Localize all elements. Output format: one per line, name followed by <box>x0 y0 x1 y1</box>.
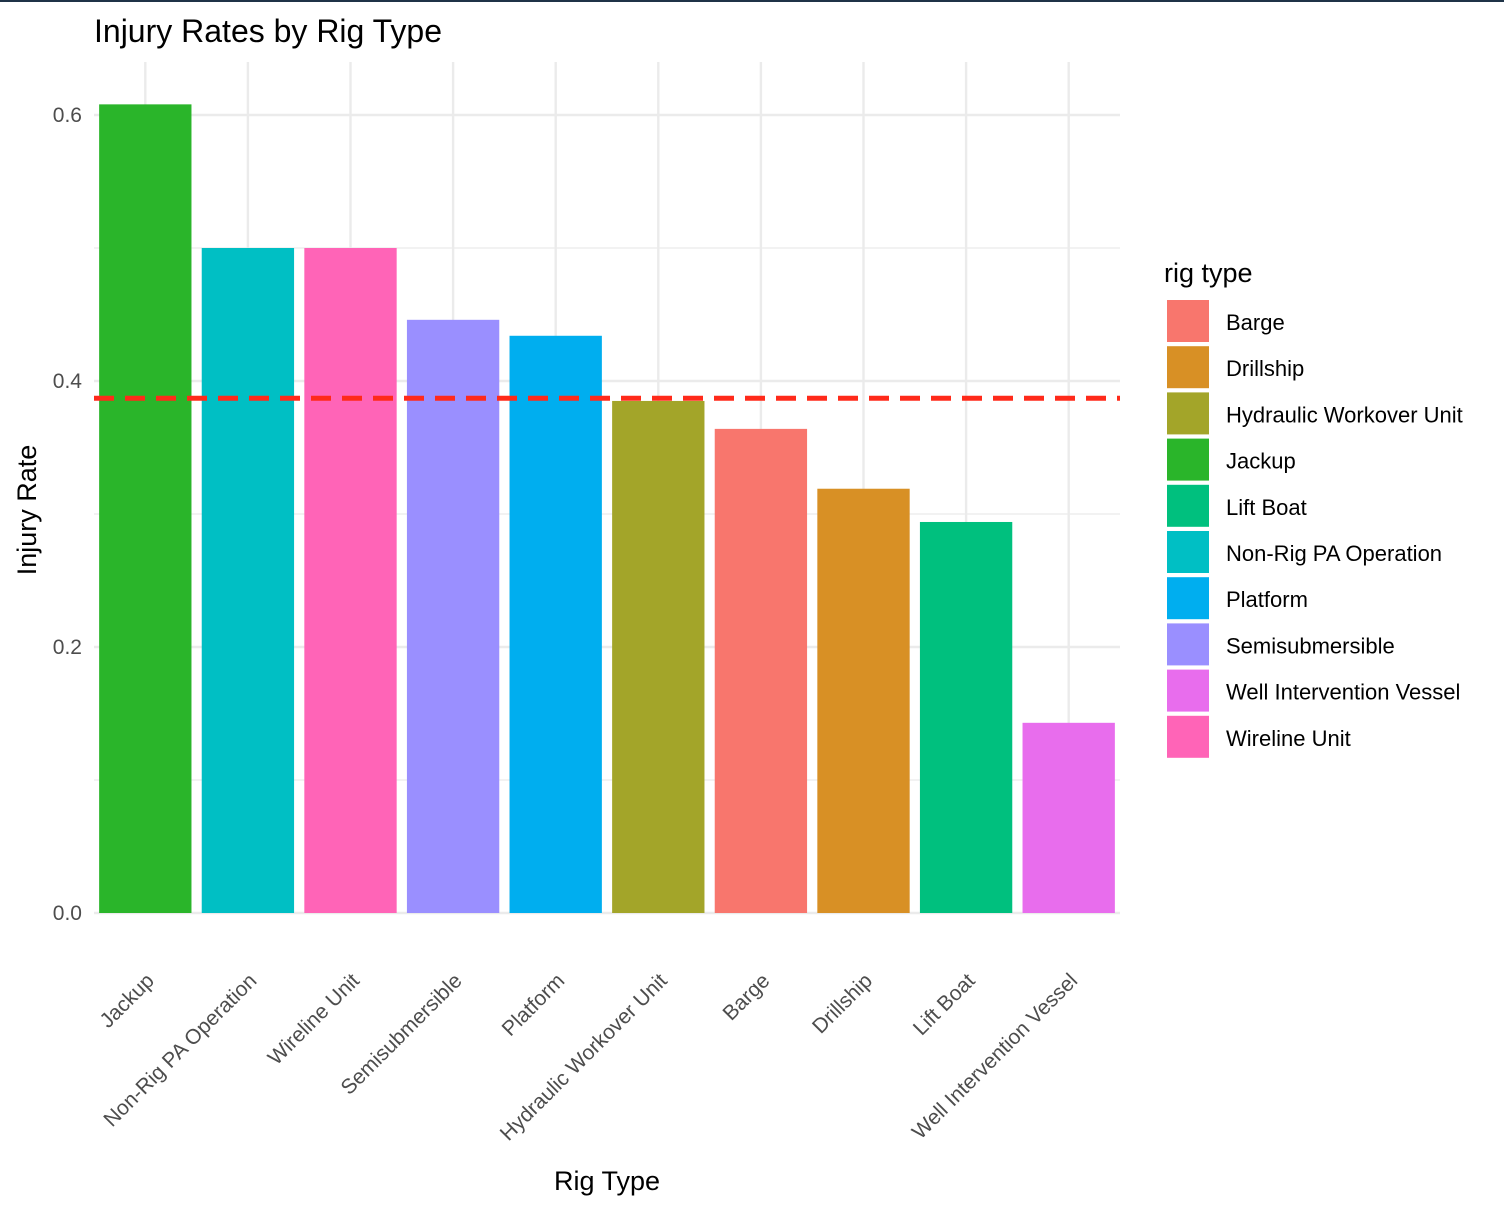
legend: Barge Drillship Hydraulic Workover Unit Jac… <box>1167 300 1463 758</box>
chart-title: Injury Rates by Rig Type <box>94 13 442 49</box>
legend-label: Jackup <box>1226 449 1296 474</box>
x-axis-title: Rig Type <box>554 1166 660 1196</box>
legend-swatch <box>1167 392 1209 435</box>
legend-swatch <box>1167 669 1209 712</box>
legend-swatch <box>1167 577 1209 620</box>
bar-lift-boat <box>919 521 1013 913</box>
bar-jackup <box>99 104 192 914</box>
bar-wireline-unit <box>304 248 397 913</box>
window-top-border <box>0 0 1504 2</box>
legend-swatch <box>1167 715 1209 758</box>
legend-label: Drillship <box>1226 356 1304 381</box>
legend-label: Semisubmersible <box>1226 633 1395 658</box>
y-axis-title: Injury Rate <box>12 445 42 576</box>
legend-swatch <box>1167 300 1209 342</box>
bars-group <box>99 104 1115 914</box>
legend-swatch <box>1167 623 1209 666</box>
legend-title: rig type <box>1164 258 1253 288</box>
y-axis-ticks: 0.0 0.2 0.4 0.6 <box>53 104 83 925</box>
bar-barge <box>714 428 808 913</box>
legend-label: Wireline Unit <box>1226 726 1351 751</box>
x-tick-label: Platform <box>498 969 570 1041</box>
bar-well-intervention-vessel <box>1022 722 1115 913</box>
y-tick-label: 0.6 <box>53 104 82 127</box>
legend-label: Platform <box>1226 587 1308 612</box>
legend-swatch <box>1167 346 1209 389</box>
x-tick-label: Lift Boat <box>909 969 980 1040</box>
legend-swatch <box>1167 484 1209 527</box>
bar-semisubmersible <box>406 319 500 913</box>
bar-hydraulic-workover-unit <box>612 400 705 913</box>
legend-label: Lift Boat <box>1226 495 1307 520</box>
x-tick-label: Wireline Unit <box>264 969 365 1070</box>
legend-swatch <box>1167 438 1209 481</box>
bar-drillship <box>817 488 910 913</box>
legend-swatch <box>1167 531 1209 573</box>
y-tick-label: 0.2 <box>53 636 82 659</box>
legend-label: Non-Rig PA Operation <box>1226 541 1442 566</box>
legend-label: Well Intervention Vessel <box>1226 680 1460 705</box>
y-tick-label: 0.4 <box>53 370 83 393</box>
legend-label: Barge <box>1226 310 1285 335</box>
y-tick-label: 0.0 <box>53 902 82 925</box>
legend-label: Hydraulic Workover Unit <box>1226 402 1463 427</box>
x-tick-label: Jackup <box>96 969 159 1032</box>
x-tick-label: Drillship <box>808 969 877 1038</box>
bar-non-rig-pa-operation <box>201 248 295 913</box>
x-tick-label: Barge <box>719 969 775 1025</box>
bar-platform <box>509 335 602 913</box>
x-tick-label: Well Intervention Vessel <box>908 969 1082 1143</box>
x-tick-label: Hydraulic Workover Unit <box>496 969 672 1145</box>
